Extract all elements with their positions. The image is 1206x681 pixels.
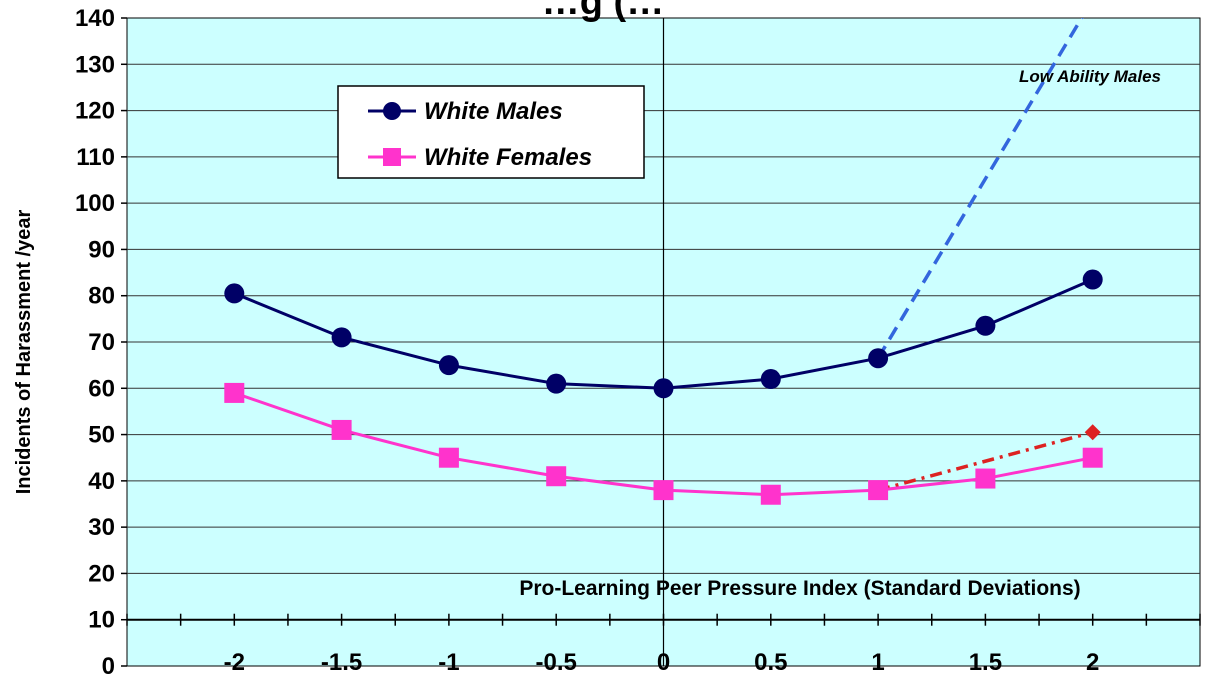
x-tick-label: -1.5 <box>321 649 362 676</box>
y-tick-label: 130 <box>75 51 115 78</box>
y-axis-label: Incidents of Harassment /year <box>13 210 35 495</box>
white-males-point <box>331 327 352 348</box>
white-males-point <box>1082 269 1103 290</box>
y-tick-label: 30 <box>88 514 115 541</box>
y-tick-label: 70 <box>88 329 115 356</box>
low-ability-males-line <box>876 18 1084 360</box>
legend: White Males White Females <box>337 85 645 179</box>
y-tick-label: 40 <box>88 468 115 495</box>
y-tick-label: 0 <box>102 653 115 680</box>
white-females-point <box>546 466 567 487</box>
x-tick-label: -2 <box>224 649 245 676</box>
white-females-point <box>975 468 996 489</box>
white-males-point <box>653 378 674 399</box>
white-males-point <box>868 348 889 369</box>
axes <box>126 18 1201 666</box>
white-females-point <box>224 382 245 403</box>
projection-lines <box>876 18 1101 492</box>
white-females-point <box>331 419 352 440</box>
x-tick-label: 1 <box>871 649 884 676</box>
y-tick-label: 120 <box>75 98 115 125</box>
x-tick-label: 0 <box>657 649 670 676</box>
chart-title: …g (… <box>542 0 664 23</box>
y-tick-label: 60 <box>88 375 115 402</box>
x-axis-label: Pro-Learning Peer Pressure Index (Standa… <box>519 577 1080 600</box>
data-series <box>224 269 1103 505</box>
white-males-point <box>224 283 245 304</box>
white-males-point <box>438 355 459 376</box>
x-tick-label: -1 <box>438 649 459 676</box>
legend-white-males-swatch-marker <box>383 102 401 120</box>
white-males-point <box>975 315 996 336</box>
x-tick-label: 0.5 <box>754 649 787 676</box>
x-axis-ticks: -2 -1.5 -1 -0.5 0 0.5 1 1.5 2 <box>224 649 1100 676</box>
y-axis-ticks: 0 10 20 30 40 50 60 70 80 90 100 110 120 130 140 <box>75 5 127 680</box>
y-tick-label: 20 <box>88 560 115 587</box>
y-tick-label: 140 <box>75 5 115 32</box>
y-tick-label: 110 <box>76 144 115 171</box>
white-females-point <box>438 447 459 468</box>
female-projection-marker <box>1084 424 1101 441</box>
x-tick-label: -0.5 <box>536 649 577 676</box>
legend-white-females-label: White Females <box>424 144 592 171</box>
white-females-point <box>1082 447 1103 468</box>
y-tick-label: 50 <box>88 422 115 449</box>
y-tick-label: 90 <box>88 236 115 263</box>
y-tick-label: 10 <box>88 607 115 634</box>
female-projection-line <box>877 430 1094 492</box>
legend-white-males-label: White Males <box>424 98 563 125</box>
white-females-point <box>653 480 674 501</box>
white-males-point <box>760 369 781 390</box>
white-females-point <box>760 484 781 505</box>
white-males-point <box>546 373 567 394</box>
legend-white-females-swatch-marker <box>383 148 401 166</box>
low-ability-males-annotation: Low Ability Males <box>1019 67 1161 86</box>
x-tick-label: 2 <box>1086 649 1099 676</box>
x-tick-label: 1.5 <box>969 649 1002 676</box>
white-females-point <box>868 480 889 501</box>
y-tick-label: 80 <box>88 283 115 310</box>
y-tick-label: 100 <box>75 190 115 217</box>
